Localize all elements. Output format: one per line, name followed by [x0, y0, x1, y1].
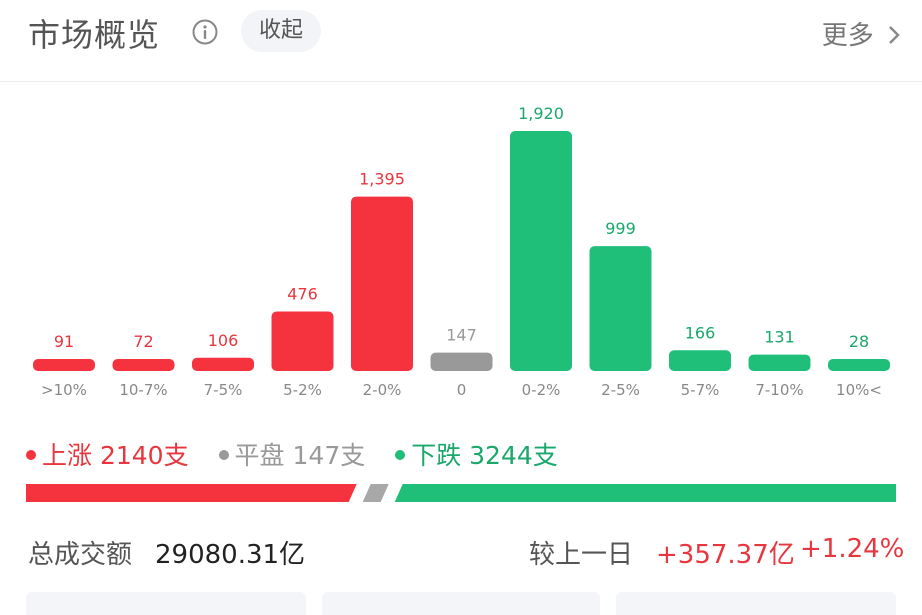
bar-value-label: 91	[54, 332, 74, 351]
bar-value-label: 131	[764, 328, 795, 347]
compare-percent: +1.24%	[800, 534, 905, 564]
legend-up-label: 上涨	[42, 441, 93, 470]
collapse-button[interactable]: 收起	[241, 10, 321, 52]
x-tick-label: 7-10%	[755, 381, 803, 399]
bar-value-label: 72	[133, 332, 153, 351]
turnover-value: 29080.31亿	[155, 540, 306, 570]
legend: 上涨 2140支 平盘 147支 下跌 3244支	[26, 436, 580, 472]
down-dot-icon	[395, 450, 406, 460]
bar-value-label: 1,920	[518, 104, 564, 123]
stat-card[interactable]	[616, 592, 896, 615]
x-tick-label: 10-7%	[119, 381, 167, 399]
bar-5	[430, 352, 493, 371]
bar-value-label: 1,395	[359, 170, 405, 189]
bar-6	[510, 131, 572, 371]
legend-down: 下跌 3244支	[395, 436, 558, 472]
x-tick-label: 5-7%	[681, 381, 720, 399]
distribution-bar-chart: 91 >10% 72 10-7% 106 7-5% 476 5-2% 1,395 2-0% 147 0…	[33, 104, 890, 399]
bar-value-label: 28	[849, 332, 869, 351]
legend-up: 上涨 2140支	[26, 436, 189, 472]
x-tick-label: >10%	[41, 381, 87, 399]
legend-down-label: 下跌	[411, 441, 462, 470]
x-tick-label: 2-0%	[363, 381, 402, 399]
more-link[interactable]: 更多	[822, 15, 900, 52]
bar-2	[192, 357, 254, 371]
ratio-up-segment	[26, 484, 357, 502]
x-tick-label: 10%<	[836, 381, 882, 399]
x-tick-label: 7-5%	[204, 381, 243, 399]
up-dot-icon	[26, 450, 36, 460]
x-tick-label: 5-2%	[283, 381, 322, 399]
bar-4	[351, 196, 413, 371]
header: 市场概览 收起 更多	[0, 0, 922, 80]
bar-value-label: 999	[605, 219, 636, 238]
bar-1	[112, 359, 175, 371]
bar-0	[33, 359, 95, 371]
page-title: 市场概览	[28, 16, 161, 54]
bar-8	[669, 350, 731, 371]
bar-value-label: 147	[446, 326, 477, 345]
compare-label: 较上一日	[529, 540, 634, 570]
x-tick-label: 0-2%	[522, 381, 561, 399]
legend-up-value: 2140支	[99, 441, 189, 470]
legend-flat-label: 平盘	[234, 441, 285, 470]
info-icon[interactable]	[192, 19, 218, 45]
turnover-label: 总成交额	[28, 540, 133, 570]
compare-amount: +357.37亿	[656, 540, 795, 570]
stat-card[interactable]	[26, 592, 306, 615]
ratio-flat-segment	[362, 484, 389, 502]
bar-value-label: 166	[685, 323, 716, 342]
x-tick-label: 2-5%	[601, 381, 640, 399]
x-tick-label: 0	[457, 381, 467, 399]
header-divider	[0, 81, 922, 82]
more-label: 更多	[821, 21, 874, 51]
legend-flat-value: 147支	[292, 441, 366, 470]
bar-7	[589, 246, 652, 371]
bar-value-label: 476	[287, 285, 318, 304]
ratio-down-segment	[394, 484, 896, 502]
legend-down-value: 3244支	[469, 441, 558, 470]
bar-3	[271, 311, 334, 371]
chevron-right-icon	[889, 26, 900, 44]
bar-10	[828, 359, 890, 371]
stat-card[interactable]	[322, 592, 600, 615]
up-down-ratio-bar	[26, 484, 896, 502]
bar-value-label: 106	[208, 331, 239, 350]
legend-flat: 平盘 147支	[218, 436, 366, 472]
flat-dot-icon	[218, 450, 229, 460]
bar-9	[748, 354, 811, 371]
